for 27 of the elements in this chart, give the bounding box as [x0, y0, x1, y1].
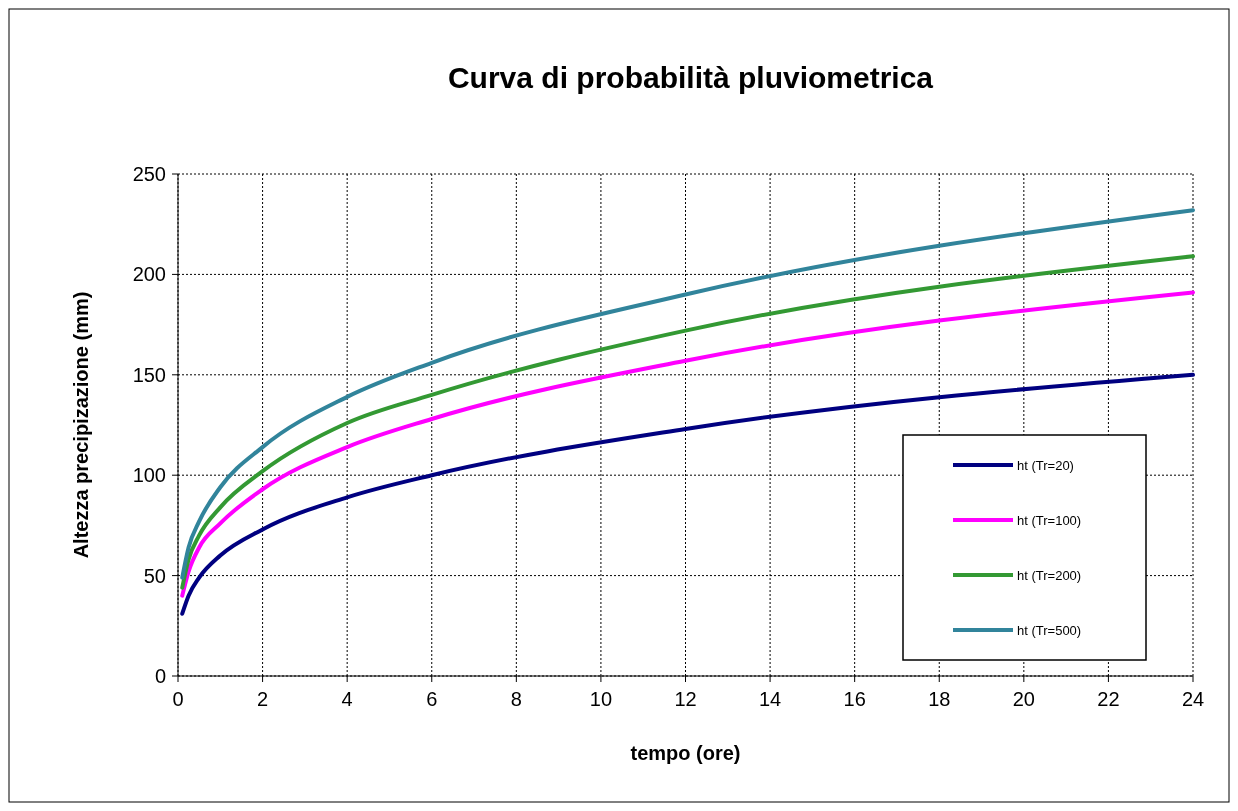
- x-tick-label: 24: [1181, 688, 1205, 710]
- x-tick-label: 22: [1097, 688, 1120, 710]
- legend-label: ht (Tr=200): [1017, 568, 1082, 583]
- legend-label: ht (Tr=500): [1017, 623, 1082, 638]
- x-tick-label: 16: [843, 688, 866, 710]
- legend-label: ht (Tr=100): [1017, 513, 1082, 528]
- x-tick-label: 12: [674, 688, 697, 710]
- y-tick-label: 200: [132, 263, 166, 286]
- x-tick-label: 2: [257, 688, 269, 710]
- x-tick-label: 20: [1012, 688, 1035, 710]
- x-tick-label: 4: [341, 688, 353, 710]
- y-tick-label: 0: [154, 665, 166, 687]
- line-series: [180, 372, 1195, 616]
- y-axis-title: Altezza precipizazione (mm): [70, 291, 92, 559]
- chart-title: Curva di probabilità pluviometrica: [447, 61, 934, 94]
- y-tick-label: 250: [132, 163, 166, 185]
- y-tick-label: 150: [132, 363, 166, 386]
- x-tick-label: 0: [172, 688, 184, 710]
- y-tick-label: 100: [132, 464, 166, 487]
- y-tick-label: 50: [143, 564, 166, 587]
- x-tick-label: 6: [426, 688, 438, 710]
- x-tick-label: 18: [928, 688, 951, 710]
- x-tick-label: 10: [589, 688, 613, 710]
- x-tick-label: 14: [758, 688, 782, 710]
- legend-label: ht (Tr=20): [1017, 458, 1074, 473]
- x-axis-title: tempo (ore): [630, 742, 741, 764]
- x-tick-label: 8: [510, 688, 522, 710]
